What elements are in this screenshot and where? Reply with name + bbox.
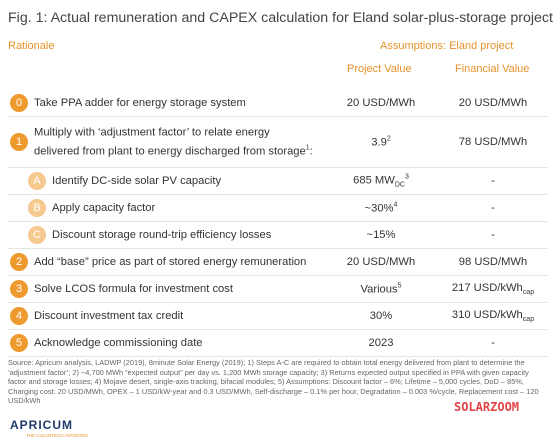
label-line: delivered from plant to energy discharge… — [34, 144, 313, 158]
watermark: SOLARZOOM — [454, 400, 520, 414]
footnote-ref: 2 — [386, 135, 391, 143]
row-label: Discount investment tax credit — [34, 308, 183, 324]
financial-value-header: Financial Value — [455, 63, 530, 75]
footnote-ref: 1 — [305, 144, 310, 152]
project-value: 30% — [326, 310, 436, 322]
footnote-ref: 3 — [404, 173, 409, 181]
label-suffix: : — [309, 145, 313, 158]
label-line: Solve LCOS formula for investment cost — [34, 283, 233, 295]
step-badge: A — [28, 172, 46, 190]
project-value-text: 30% — [369, 310, 393, 322]
label-line: Add “base” price as part of stored energ… — [34, 256, 307, 268]
row-label: Discount storage round-trip efficiency l… — [52, 227, 271, 243]
financial-value-text: 20 USD/MWh — [458, 97, 528, 109]
financial-value: 98 USD/MWh — [438, 256, 548, 268]
step-badge: 1 — [10, 133, 28, 151]
financial-value-text: - — [491, 202, 495, 214]
step-badge: 3 — [10, 280, 28, 298]
label-line: Identify DC-side solar PV capacity — [52, 175, 222, 187]
label-line: Take PPA adder for energy storage system — [34, 97, 246, 109]
project-value-text: 3.9 — [371, 136, 387, 149]
financial-value: - — [438, 337, 548, 349]
project-value: 2023 — [326, 337, 436, 349]
table-row: 2 Add “base” price as part of stored ener… — [8, 249, 548, 276]
step-badge: B — [28, 199, 46, 217]
row-label: Solve LCOS formula for investment cost — [34, 281, 233, 297]
label-line: Multiply with ‘adjustment factor’ to rel… — [34, 126, 270, 139]
footnote-ref: 5 — [397, 282, 402, 290]
subscript: cap — [522, 289, 535, 297]
financial-value-text: - — [491, 175, 495, 187]
project-value: 685 MWDC3 — [326, 174, 436, 189]
row-label: Identify DC-side solar PV capacity — [52, 173, 221, 189]
row-label: Multiply with ‘adjustment factor’ to rel… — [34, 125, 313, 160]
logo: APRICUM — [10, 418, 73, 432]
subscript: DC — [394, 181, 405, 189]
label-line: Discount investment tax credit — [34, 310, 184, 322]
table-row: 3 Solve LCOS formula for investment cost V… — [8, 276, 548, 303]
row-label: Acknowledge commissioning date — [34, 335, 203, 351]
table-row: 0 Take PPA adder for energy storage syste… — [8, 90, 548, 117]
financial-value: - — [438, 229, 548, 241]
financial-value: - — [438, 175, 548, 187]
label-line: Discount storage round-trip efficiency l… — [52, 229, 272, 241]
footnote: Source: Apricum analysis, LADWP (2019), … — [8, 358, 539, 406]
project-value: ~30%4 — [326, 202, 436, 215]
row-label: Take PPA adder for energy storage system — [34, 95, 246, 111]
step-badge: 2 — [10, 253, 28, 271]
project-value-text: Various — [360, 283, 398, 296]
financial-value: 217 USD/kWhcap — [438, 282, 548, 296]
financial-value: 78 USD/MWh — [438, 136, 548, 148]
project-value-text: 20 USD/MWh — [346, 97, 416, 109]
project-value-text: ~15% — [366, 229, 396, 241]
financial-value-text: - — [491, 337, 495, 349]
financial-value: 310 USD/kWhcap — [438, 309, 548, 323]
financial-value-text: 98 USD/MWh — [458, 256, 528, 268]
project-value: 20 USD/MWh — [326, 256, 436, 268]
label-line: Apply capacity factor — [52, 202, 156, 214]
project-value-text: ~30% — [364, 202, 394, 215]
project-value-text: 2023 — [368, 337, 394, 349]
table-row: C Discount storage round-trip efficiency … — [8, 222, 548, 249]
project-value-text: 685 MW — [353, 174, 395, 187]
financial-value: - — [438, 202, 548, 214]
financial-value-text: 310 USD/kWh — [451, 308, 523, 321]
table-row: B Apply capacity factor ~30%4 - — [8, 195, 548, 222]
financial-value-text: 78 USD/MWh — [458, 136, 528, 148]
project-value: Various5 — [326, 283, 436, 296]
table: 0 Take PPA adder for energy storage syste… — [0, 90, 556, 357]
table-row: 1 Multiply with ‘adjustment factor’ to re… — [8, 117, 548, 168]
project-value: 20 USD/MWh — [326, 97, 436, 109]
rationale-header: Rationale — [8, 40, 55, 52]
table-row: 4 Discount investment tax credit 30% 310 US… — [8, 303, 548, 330]
step-badge: C — [28, 226, 46, 244]
step-badge: 4 — [10, 307, 28, 325]
label-line: Acknowledge commissioning date — [34, 337, 203, 349]
title: Fig. 1: Actual remuneration and CAPEX ca… — [8, 10, 553, 26]
footnote-ref: 4 — [393, 201, 398, 209]
step-badge: 5 — [10, 334, 28, 352]
financial-value: 20 USD/MWh — [438, 97, 548, 109]
assumptions-header: Assumptions: Eland project — [380, 40, 514, 52]
project-value: ~15% — [326, 229, 436, 241]
subscript: cap — [522, 316, 535, 324]
financial-value-text: 217 USD/kWh — [451, 281, 523, 294]
table-row: A Identify DC-side solar PV capacity 685 M… — [8, 168, 548, 195]
table-row: 5 Acknowledge commissioning date 2023 - — [8, 330, 548, 357]
logo-tagline: THE CLEANTECH ADVISORS — [26, 433, 88, 438]
financial-value-text: - — [491, 229, 495, 241]
step-badge: 0 — [10, 94, 28, 112]
row-label: Apply capacity factor — [52, 200, 155, 216]
project-value-text: 20 USD/MWh — [346, 256, 416, 268]
row-label: Add “base” price as part of stored energ… — [34, 254, 306, 270]
project-value-header: Project Value — [347, 63, 412, 75]
project-value: 3.92 — [326, 136, 436, 149]
